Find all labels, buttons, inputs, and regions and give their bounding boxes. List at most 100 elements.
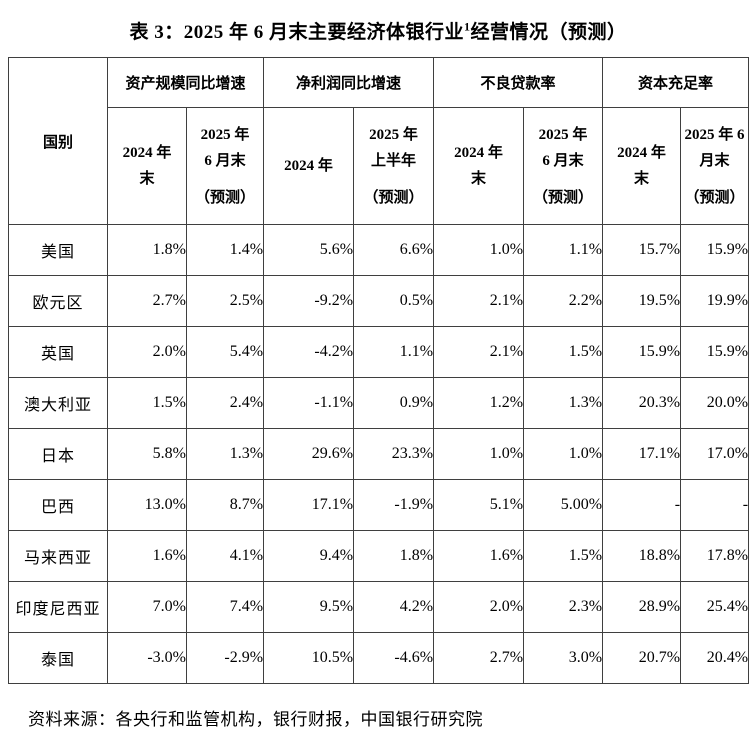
value-cell: 1.5% [107, 377, 187, 429]
value-cell: 15.9% [680, 326, 750, 378]
value-cell: 1.8% [107, 224, 187, 276]
value-cell: 2.4% [185, 377, 265, 429]
header-subcolumn-cell: 2024 年末 [433, 107, 525, 225]
table-head: 国别 资产规模同比增速 净利润同比增速 不良贷款率 资本充足率 2024 年末 2025 年… [8, 57, 750, 225]
table-row: 马来西亚 1.6% 4.1% 9.4% 1.8% 1.6% 1.5% 18.8% 17.8% [8, 530, 750, 582]
value-cell: 19.5% [602, 275, 682, 327]
value-cell: 29.6% [263, 428, 355, 480]
header-subcolumn-cell: 2025 年 6 月末 （预测） [185, 107, 265, 225]
value-cell: 7.4% [185, 581, 265, 633]
value-cell: 9.5% [263, 581, 355, 633]
subheader-line: 上半年 [371, 152, 417, 169]
subheader-line: （预测） [533, 189, 594, 206]
subheader-line: 月末 [699, 152, 730, 169]
country-cell: 泰国 [8, 632, 108, 684]
value-cell: 1.6% [433, 530, 525, 582]
table-row: 印度尼西亚 7.0% 7.4% 9.5% 4.2% 2.0% 2.3% 28.9% 25.4% [8, 581, 750, 633]
header-subcolumn-cell: 2024 年 [263, 107, 355, 225]
value-cell: 5.8% [107, 428, 187, 480]
value-cell: -3.0% [107, 632, 187, 684]
value-cell: 13.0% [107, 479, 187, 531]
table-row: 美国 1.8% 1.4% 5.6% 6.6% 1.0% 1.1% 15.7% 15.9% [8, 224, 750, 276]
value-cell: 2.7% [433, 632, 525, 684]
value-cell: 6.6% [353, 224, 435, 276]
value-cell: 15.9% [680, 224, 750, 276]
subheader-line: 末 [471, 171, 487, 187]
header-group-row: 国别 资产规模同比增速 净利润同比增速 不良贷款率 资本充足率 [8, 57, 750, 225]
value-cell: 1.5% [523, 326, 604, 378]
value-cell: 2.5% [185, 275, 265, 327]
title-footnote-marker: 1 [464, 19, 471, 34]
subheader-line: 2024 年 [284, 158, 333, 174]
value-cell: 17.1% [602, 428, 682, 480]
table-row: 巴西 13.0% 8.7% 17.1% -1.9% 5.1% 5.00% - - [8, 479, 750, 531]
value-cell: 20.3% [602, 377, 682, 429]
value-cell: -4.6% [353, 632, 435, 684]
value-cell: 1.0% [433, 224, 525, 276]
subheader-line: （预测） [195, 189, 256, 206]
value-cell: 20.4% [680, 632, 750, 684]
header-group-cell: 资本充足率 [602, 57, 750, 108]
table-body: 美国 1.8% 1.4% 5.6% 6.6% 1.0% 1.1% 15.7% 15.9% 欧元区 2… [8, 224, 750, 684]
subheader-line: 6 月末 [542, 152, 584, 169]
subheader-line: （预测） [684, 189, 745, 206]
subheader-line: 2025 年 6 [684, 126, 745, 143]
value-cell: 19.9% [680, 275, 750, 327]
value-cell: 3.0% [523, 632, 604, 684]
value-cell: 8.7% [185, 479, 265, 531]
value-cell: 2.1% [433, 275, 525, 327]
value-cell: 25.4% [680, 581, 750, 633]
value-cell: 4.2% [353, 581, 435, 633]
value-cell: 5.1% [433, 479, 525, 531]
subheader-line: 2025 年 [369, 126, 418, 143]
title-text-suffix: 经营情况（预测） [470, 22, 627, 43]
value-cell: 15.7% [602, 224, 682, 276]
value-cell: 9.4% [263, 530, 355, 582]
subheader-line: 2024 年 [454, 145, 503, 161]
subheader-line: （预测） [363, 189, 424, 206]
value-cell: 17.0% [680, 428, 750, 480]
value-cell: 1.0% [433, 428, 525, 480]
value-cell: 1.6% [107, 530, 187, 582]
header-subcolumn-cell: 2025 年 6 月末 （预测） [523, 107, 604, 225]
value-cell: 17.8% [680, 530, 750, 582]
table-row: 澳大利亚 1.5% 2.4% -1.1% 0.9% 1.2% 1.3% 20.3% 20.0% [8, 377, 750, 429]
value-cell: 17.1% [263, 479, 355, 531]
value-cell: 1.3% [185, 428, 265, 480]
header-group-cell: 净利润同比增速 [263, 57, 435, 108]
value-cell: 2.0% [107, 326, 187, 378]
value-cell: - [602, 479, 682, 531]
title-text-prefix: 表 3：2025 年 6 月末主要经济体银行业 [129, 22, 464, 43]
table-row: 英国 2.0% 5.4% -4.2% 1.1% 2.1% 1.5% 15.9% 15.9% [8, 326, 750, 378]
header-subcolumn-cell: 2024 年末 [602, 107, 682, 225]
value-cell: 1.8% [353, 530, 435, 582]
value-cell: 1.0% [523, 428, 604, 480]
value-cell: 2.0% [433, 581, 525, 633]
value-cell: 1.1% [353, 326, 435, 378]
value-cell: 5.6% [263, 224, 355, 276]
table-row: 日本 5.8% 1.3% 29.6% 23.3% 1.0% 1.0% 17.1% 17.0% [8, 428, 750, 480]
header-subcolumn-cell: 2024 年末 [107, 107, 187, 225]
value-cell: 2.7% [107, 275, 187, 327]
value-cell: 0.5% [353, 275, 435, 327]
country-cell: 日本 [8, 428, 108, 480]
value-cell: 2.3% [523, 581, 604, 633]
header-subcolumn-cell: 2025 年 6 月末 （预测） [680, 107, 750, 225]
country-cell: 美国 [8, 224, 108, 276]
value-cell: 1.5% [523, 530, 604, 582]
subheader-line: 2025 年 [538, 126, 588, 143]
subheader-line: 2025 年 [200, 126, 250, 143]
subheader-line: 末 [634, 171, 650, 187]
value-cell: 20.7% [602, 632, 682, 684]
header-group-cell: 不良贷款率 [433, 57, 604, 108]
value-cell: 20.0% [680, 377, 750, 429]
country-cell: 欧元区 [8, 275, 108, 327]
value-cell: -2.9% [185, 632, 265, 684]
value-cell: 10.5% [263, 632, 355, 684]
value-cell: 2.1% [433, 326, 525, 378]
table-row: 欧元区 2.7% 2.5% -9.2% 0.5% 2.1% 2.2% 19.5% 19.9% [8, 275, 750, 327]
header-country-cell: 国别 [8, 57, 108, 225]
table-title: 表 3：2025 年 6 月末主要经济体银行业1经营情况（预测） [0, 0, 756, 44]
country-cell: 马来西亚 [8, 530, 108, 582]
